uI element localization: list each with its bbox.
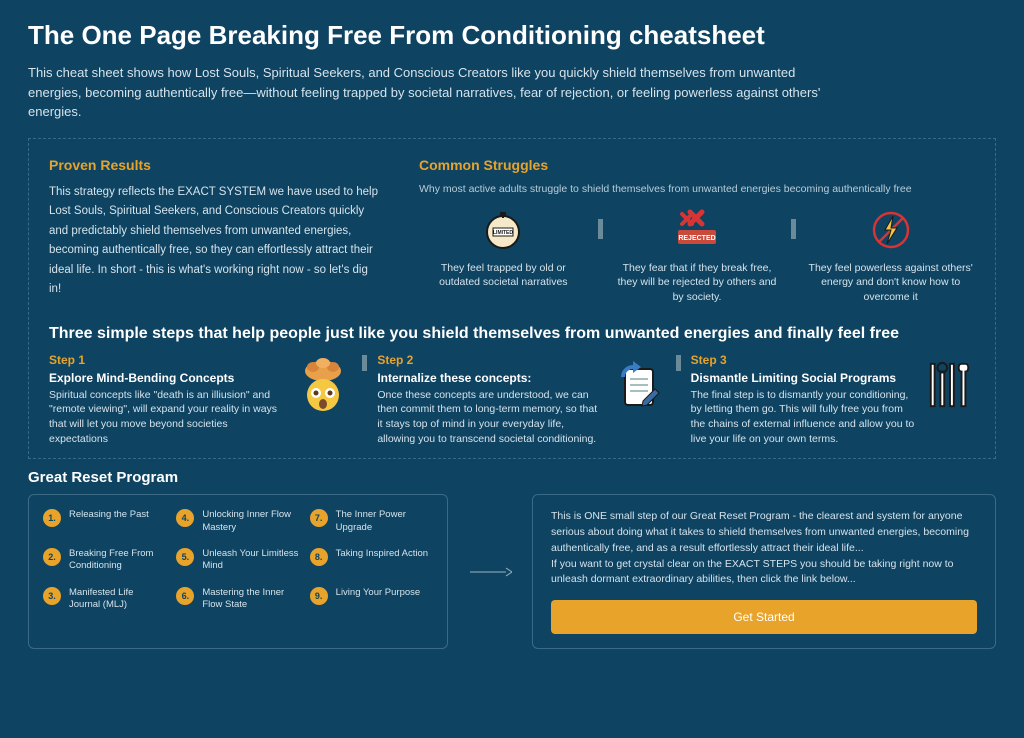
proven-results-body: This strategy reflects the EXACT SYSTEM …	[49, 183, 379, 300]
step-label: Step 3	[691, 353, 727, 367]
cta-text: This is ONE small step of our Great Rese…	[551, 509, 977, 588]
program-item: 4. Unlocking Inner Flow Mastery	[176, 509, 299, 534]
step-1: Step 1 Explore Mind-Bending Concepts Spi…	[49, 353, 348, 447]
program-item: 9. Living Your Purpose	[310, 587, 433, 612]
common-struggles-subheading: Why most active adults struggle to shiel…	[419, 183, 975, 195]
step-desc: Spiritual concepts like "death is an ill…	[49, 388, 288, 447]
main-content-box: Proven Results This strategy reflects th…	[28, 138, 996, 460]
step-desc: The final step is to dismantly your cond…	[691, 388, 915, 447]
cta-line-1: This is ONE small step of our Great Rese…	[551, 510, 969, 554]
proven-results-section: Proven Results This strategy reflects th…	[49, 157, 379, 305]
struggle-item: LIMITED They feel trapped by old or outd…	[419, 207, 588, 290]
program-num: 2.	[43, 548, 61, 566]
struggle-item: They feel powerless against others' ener…	[806, 207, 975, 305]
cta-line-2: If you want to get crystal clear on the …	[551, 558, 954, 586]
common-struggles-section: Common Struggles Why most active adults …	[419, 157, 975, 305]
struggle-text: They feel powerless against others' ener…	[806, 261, 975, 305]
mind-blown-icon	[298, 353, 348, 447]
step-3: Step 3 Dismantle Limiting Social Program…	[676, 353, 975, 447]
struggle-item: REJECTED They fear that if they break fr…	[613, 207, 782, 305]
divider-icon	[598, 219, 603, 239]
program-num: 6.	[176, 587, 194, 605]
step-label: Step 2	[377, 353, 413, 367]
program-num: 9.	[310, 587, 328, 605]
page-title: The One Page Breaking Free From Conditio…	[28, 20, 996, 51]
step-title: Explore Mind-Bending Concepts	[49, 371, 288, 385]
program-item: 2. Breaking Free From Conditioning	[43, 548, 166, 573]
limited-icon: LIMITED	[419, 207, 588, 253]
program-num: 5.	[176, 548, 194, 566]
struggle-text: They fear that if they break free, they …	[613, 261, 782, 305]
arrow-right-icon	[462, 494, 518, 649]
proven-results-heading: Proven Results	[49, 157, 379, 173]
page-subtitle: This cheat sheet shows how Lost Souls, S…	[28, 63, 828, 122]
program-item: 1. Releasing the Past	[43, 509, 166, 534]
program-item-label: Breaking Free From Conditioning	[69, 548, 166, 573]
program-item-label: Living Your Purpose	[336, 587, 421, 599]
program-item-label: Manifested Life Journal (MLJ)	[69, 587, 166, 612]
program-item: 5. Unleash Your Limitless Mind	[176, 548, 299, 573]
notepad-icon	[612, 353, 662, 447]
program-item: 6. Mastering the Inner Flow State	[176, 587, 299, 612]
program-item-label: Taking Inspired Action	[336, 548, 428, 560]
divider-icon	[791, 219, 796, 239]
tools-icon	[925, 353, 975, 447]
program-num: 7.	[310, 509, 328, 527]
svg-text:REJECTED: REJECTED	[678, 235, 715, 242]
program-item-label: The Inner Power Upgrade	[336, 509, 433, 534]
step-title: Internalize these concepts:	[377, 371, 601, 385]
get-started-button[interactable]: Get Started	[551, 600, 977, 634]
program-list-box: 1. Releasing the Past 4. Unlocking Inner…	[28, 494, 448, 649]
program-item: 3. Manifested Life Journal (MLJ)	[43, 587, 166, 612]
program-item-label: Unlocking Inner Flow Mastery	[202, 509, 299, 534]
program-num: 8.	[310, 548, 328, 566]
program-item: 7. The Inner Power Upgrade	[310, 509, 433, 534]
common-struggles-heading: Common Struggles	[419, 157, 975, 173]
step-label: Step 1	[49, 353, 85, 367]
struggle-text: They feel trapped by old or outdated soc…	[419, 261, 588, 290]
program-item-label: Mastering the Inner Flow State	[202, 587, 299, 612]
rejected-icon: REJECTED	[613, 207, 782, 253]
step-desc: Once these concepts are understood, we c…	[377, 388, 601, 447]
step-bar-icon	[676, 355, 681, 371]
program-item-label: Releasing the Past	[69, 509, 149, 521]
powerless-icon	[806, 207, 975, 253]
program-item: 8. Taking Inspired Action	[310, 548, 433, 573]
svg-text:LIMITED: LIMITED	[493, 230, 513, 236]
program-heading: Great Reset Program	[28, 469, 996, 486]
program-num: 3.	[43, 587, 61, 605]
program-item-label: Unleash Your Limitless Mind	[202, 548, 299, 573]
program-num: 1.	[43, 509, 61, 527]
program-num: 4.	[176, 509, 194, 527]
step-title: Dismantle Limiting Social Programs	[691, 371, 915, 385]
step-2: Step 2 Internalize these concepts: Once …	[362, 353, 661, 447]
three-steps-heading: Three simple steps that help people just…	[49, 325, 975, 343]
step-bar-icon	[362, 355, 367, 371]
cta-box: This is ONE small step of our Great Rese…	[532, 494, 996, 649]
